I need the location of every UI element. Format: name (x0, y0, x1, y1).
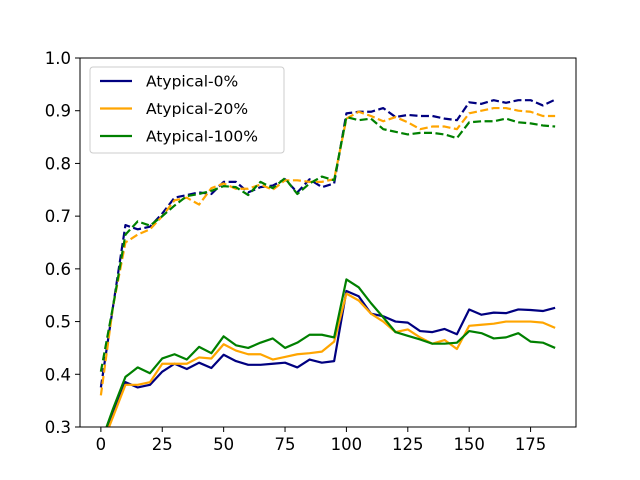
legend-label: Atypical-0% (146, 73, 238, 91)
x-tick-label: 75 (275, 435, 296, 454)
series-line-4 (99, 106, 556, 396)
series-line-3 (99, 98, 556, 388)
x-axis: 0 25 50 75 100 125 150 175 (96, 427, 547, 454)
y-tick-label: 0.5 (45, 313, 71, 332)
plot-frame (79, 57, 577, 428)
y-tick-label: 0.3 (45, 418, 71, 437)
y-tick-label: 0.8 (45, 154, 71, 173)
y-tick-label: 0.4 (45, 365, 71, 384)
y-tick-label: 0.7 (45, 207, 71, 226)
series-line-2 (105, 278, 556, 427)
legend-box (89, 66, 285, 154)
x-tick-label: 50 (213, 435, 234, 454)
series-layer (99, 98, 556, 427)
legend-label: Atypical-100% (146, 128, 258, 146)
x-tick-label: 175 (515, 435, 547, 454)
y-axis: 0.3 0.4 0.5 0.6 0.7 0.8 0.9 1.0 (45, 49, 80, 437)
series-line-1 (107, 292, 556, 427)
series-line-5 (99, 115, 556, 372)
legend-label: Atypical-20% (146, 100, 248, 118)
y-tick-label: 0.6 (45, 260, 71, 279)
y-tick-label: 0.9 (45, 102, 71, 121)
x-tick-label: 25 (152, 435, 173, 454)
x-tick-label: 125 (392, 435, 424, 454)
y-tick-label: 1.0 (45, 49, 71, 68)
x-tick-label: 100 (331, 435, 363, 454)
x-tick-label: 150 (453, 435, 485, 454)
x-tick-label: 0 (96, 435, 107, 454)
legend: Atypical-0% Atypical-20% Atypical-100% (89, 66, 285, 154)
